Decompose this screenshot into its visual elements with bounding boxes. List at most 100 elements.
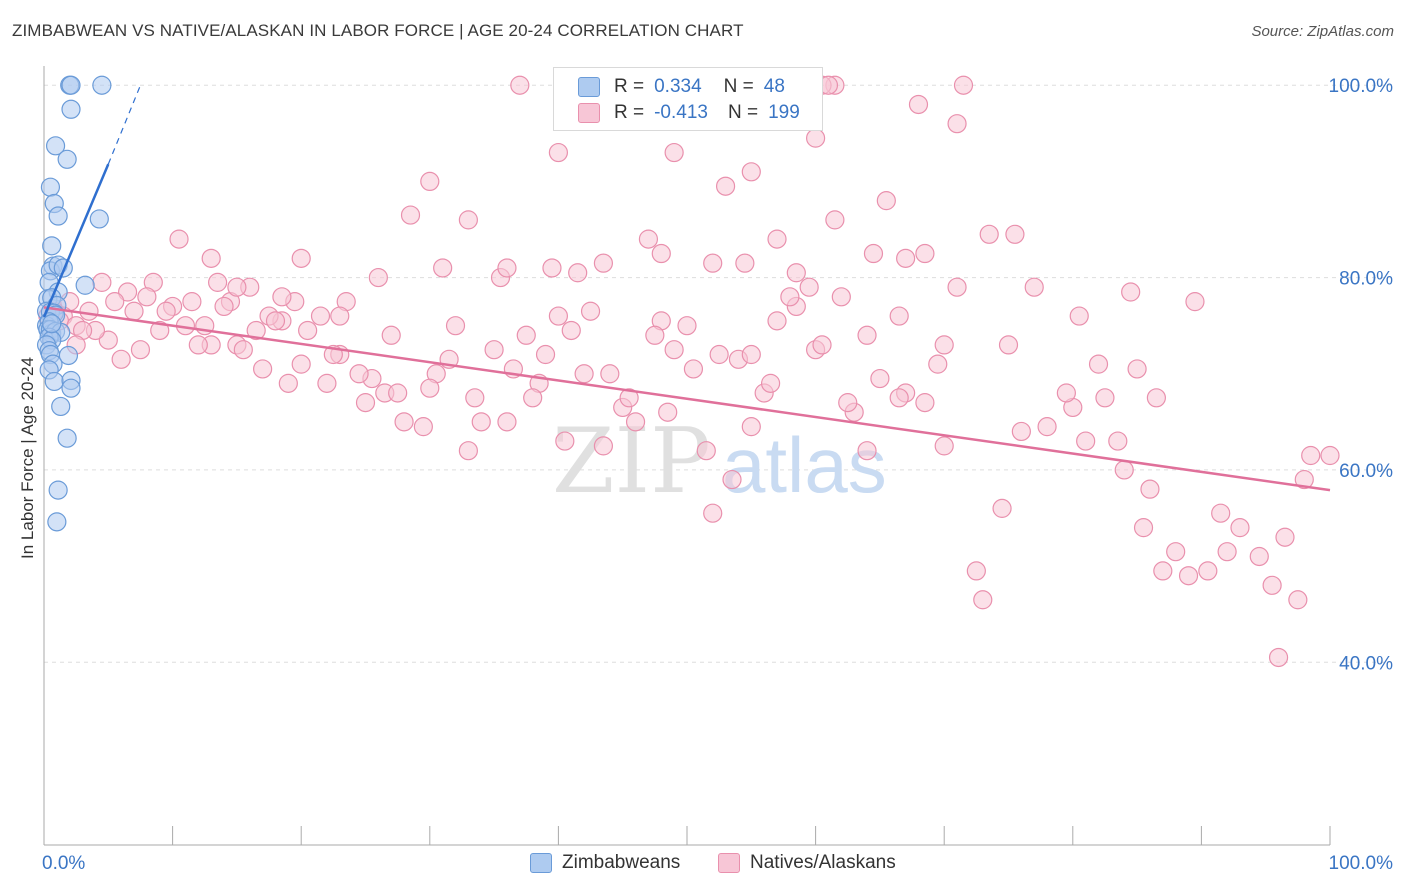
point-natives — [735, 253, 755, 273]
point-natives — [1108, 431, 1128, 451]
point-natives — [130, 340, 151, 360]
point-natives — [497, 412, 517, 432]
point-natives — [1127, 359, 1147, 379]
watermark: ZIP atlas — [552, 409, 887, 514]
point-zimbabweans — [75, 275, 95, 295]
point-natives — [458, 441, 478, 461]
legend-r-label: R = — [614, 102, 645, 123]
trend-line-natives — [43, 306, 1331, 492]
bottom-legend-zimbabweans: Zimbabweans — [530, 852, 680, 874]
point-natives — [703, 503, 723, 523]
legend-n-value: 199 — [768, 102, 800, 123]
point-natives — [1069, 306, 1089, 326]
legend-r-value: 0.334 — [654, 76, 702, 97]
point-natives — [233, 340, 253, 360]
point-natives — [278, 373, 298, 393]
y-tick-label: 100.0% — [1329, 76, 1394, 97]
point-natives — [928, 354, 948, 374]
point-natives — [966, 561, 986, 581]
point-natives — [600, 364, 620, 384]
point-natives — [574, 364, 594, 384]
point-natives — [413, 417, 433, 437]
point-natives — [458, 210, 478, 230]
point-natives — [760, 373, 781, 393]
legend-n-label: N = — [723, 76, 754, 97]
point-natives — [593, 436, 614, 456]
point-natives — [915, 243, 935, 264]
point-natives — [253, 359, 273, 379]
point-natives — [208, 272, 228, 292]
point-natives — [664, 142, 684, 163]
point-natives — [1095, 388, 1115, 408]
point-natives — [1301, 445, 1321, 466]
point-natives — [741, 162, 761, 182]
point-natives — [510, 75, 530, 95]
point-natives — [420, 378, 440, 398]
point-natives — [272, 287, 292, 307]
point-natives — [1076, 431, 1096, 451]
point-natives — [368, 267, 388, 288]
point-natives — [317, 373, 337, 393]
point-natives — [651, 243, 671, 264]
y-axis-label: In Labor Force | Age 20-24 — [18, 357, 37, 559]
point-natives — [709, 344, 729, 365]
point-natives — [780, 287, 800, 307]
point-natives — [548, 306, 569, 326]
point-natives — [857, 441, 877, 461]
point-natives — [722, 469, 742, 490]
bottom-legend-swatch-blue — [530, 853, 552, 873]
point-natives — [92, 272, 112, 292]
point-zimbabweans — [92, 75, 112, 95]
point-natives — [812, 335, 832, 355]
point-natives — [593, 253, 614, 273]
point-natives — [625, 412, 646, 432]
point-natives — [433, 258, 453, 278]
y-tick-label: 80.0% — [1339, 269, 1393, 290]
point-natives — [484, 340, 504, 360]
point-natives — [799, 277, 819, 297]
legend-row-zimbabweans: R = 0.334 N = 48 — [578, 75, 807, 99]
point-natives — [355, 393, 376, 413]
point-natives — [870, 368, 890, 389]
point-natives — [1211, 503, 1231, 523]
point-natives — [1198, 561, 1218, 581]
bottom-legend-natives: Natives/Alaskans — [718, 852, 896, 874]
point-natives — [394, 412, 414, 432]
bottom-legend-swatch-pink — [718, 853, 740, 873]
legend-r-label: R = — [614, 76, 645, 97]
point-natives — [1166, 542, 1186, 562]
point-natives — [767, 229, 787, 249]
point-natives — [767, 311, 787, 331]
point-natives — [105, 292, 125, 312]
point-natives — [645, 325, 665, 345]
point-natives — [137, 287, 157, 307]
point-natives — [703, 253, 723, 273]
point-natives — [979, 224, 999, 244]
point-natives — [947, 277, 967, 297]
point-natives — [915, 393, 935, 413]
point-natives — [857, 325, 877, 345]
point-natives — [947, 114, 967, 134]
point-natives — [998, 335, 1019, 355]
point-natives — [117, 282, 138, 302]
trend-line-zimbabweans — [42, 163, 110, 318]
point-zimbabweans — [51, 396, 71, 417]
point-natives — [741, 417, 761, 437]
point-natives — [349, 364, 369, 384]
point-natives — [696, 441, 716, 461]
point-natives — [889, 388, 909, 408]
point-natives — [683, 359, 704, 379]
y-tick-label: 40.0% — [1339, 653, 1393, 674]
point-natives — [715, 176, 736, 196]
point-natives — [1185, 292, 1205, 312]
point-natives — [388, 383, 408, 403]
point-natives — [1288, 590, 1308, 610]
point-natives — [535, 344, 556, 365]
point-natives — [1153, 561, 1173, 581]
point-natives — [934, 335, 954, 355]
point-natives — [1024, 277, 1044, 297]
point-zimbabweans — [58, 345, 79, 366]
point-natives — [150, 320, 170, 341]
point-natives — [79, 301, 99, 321]
point-natives — [227, 277, 247, 297]
